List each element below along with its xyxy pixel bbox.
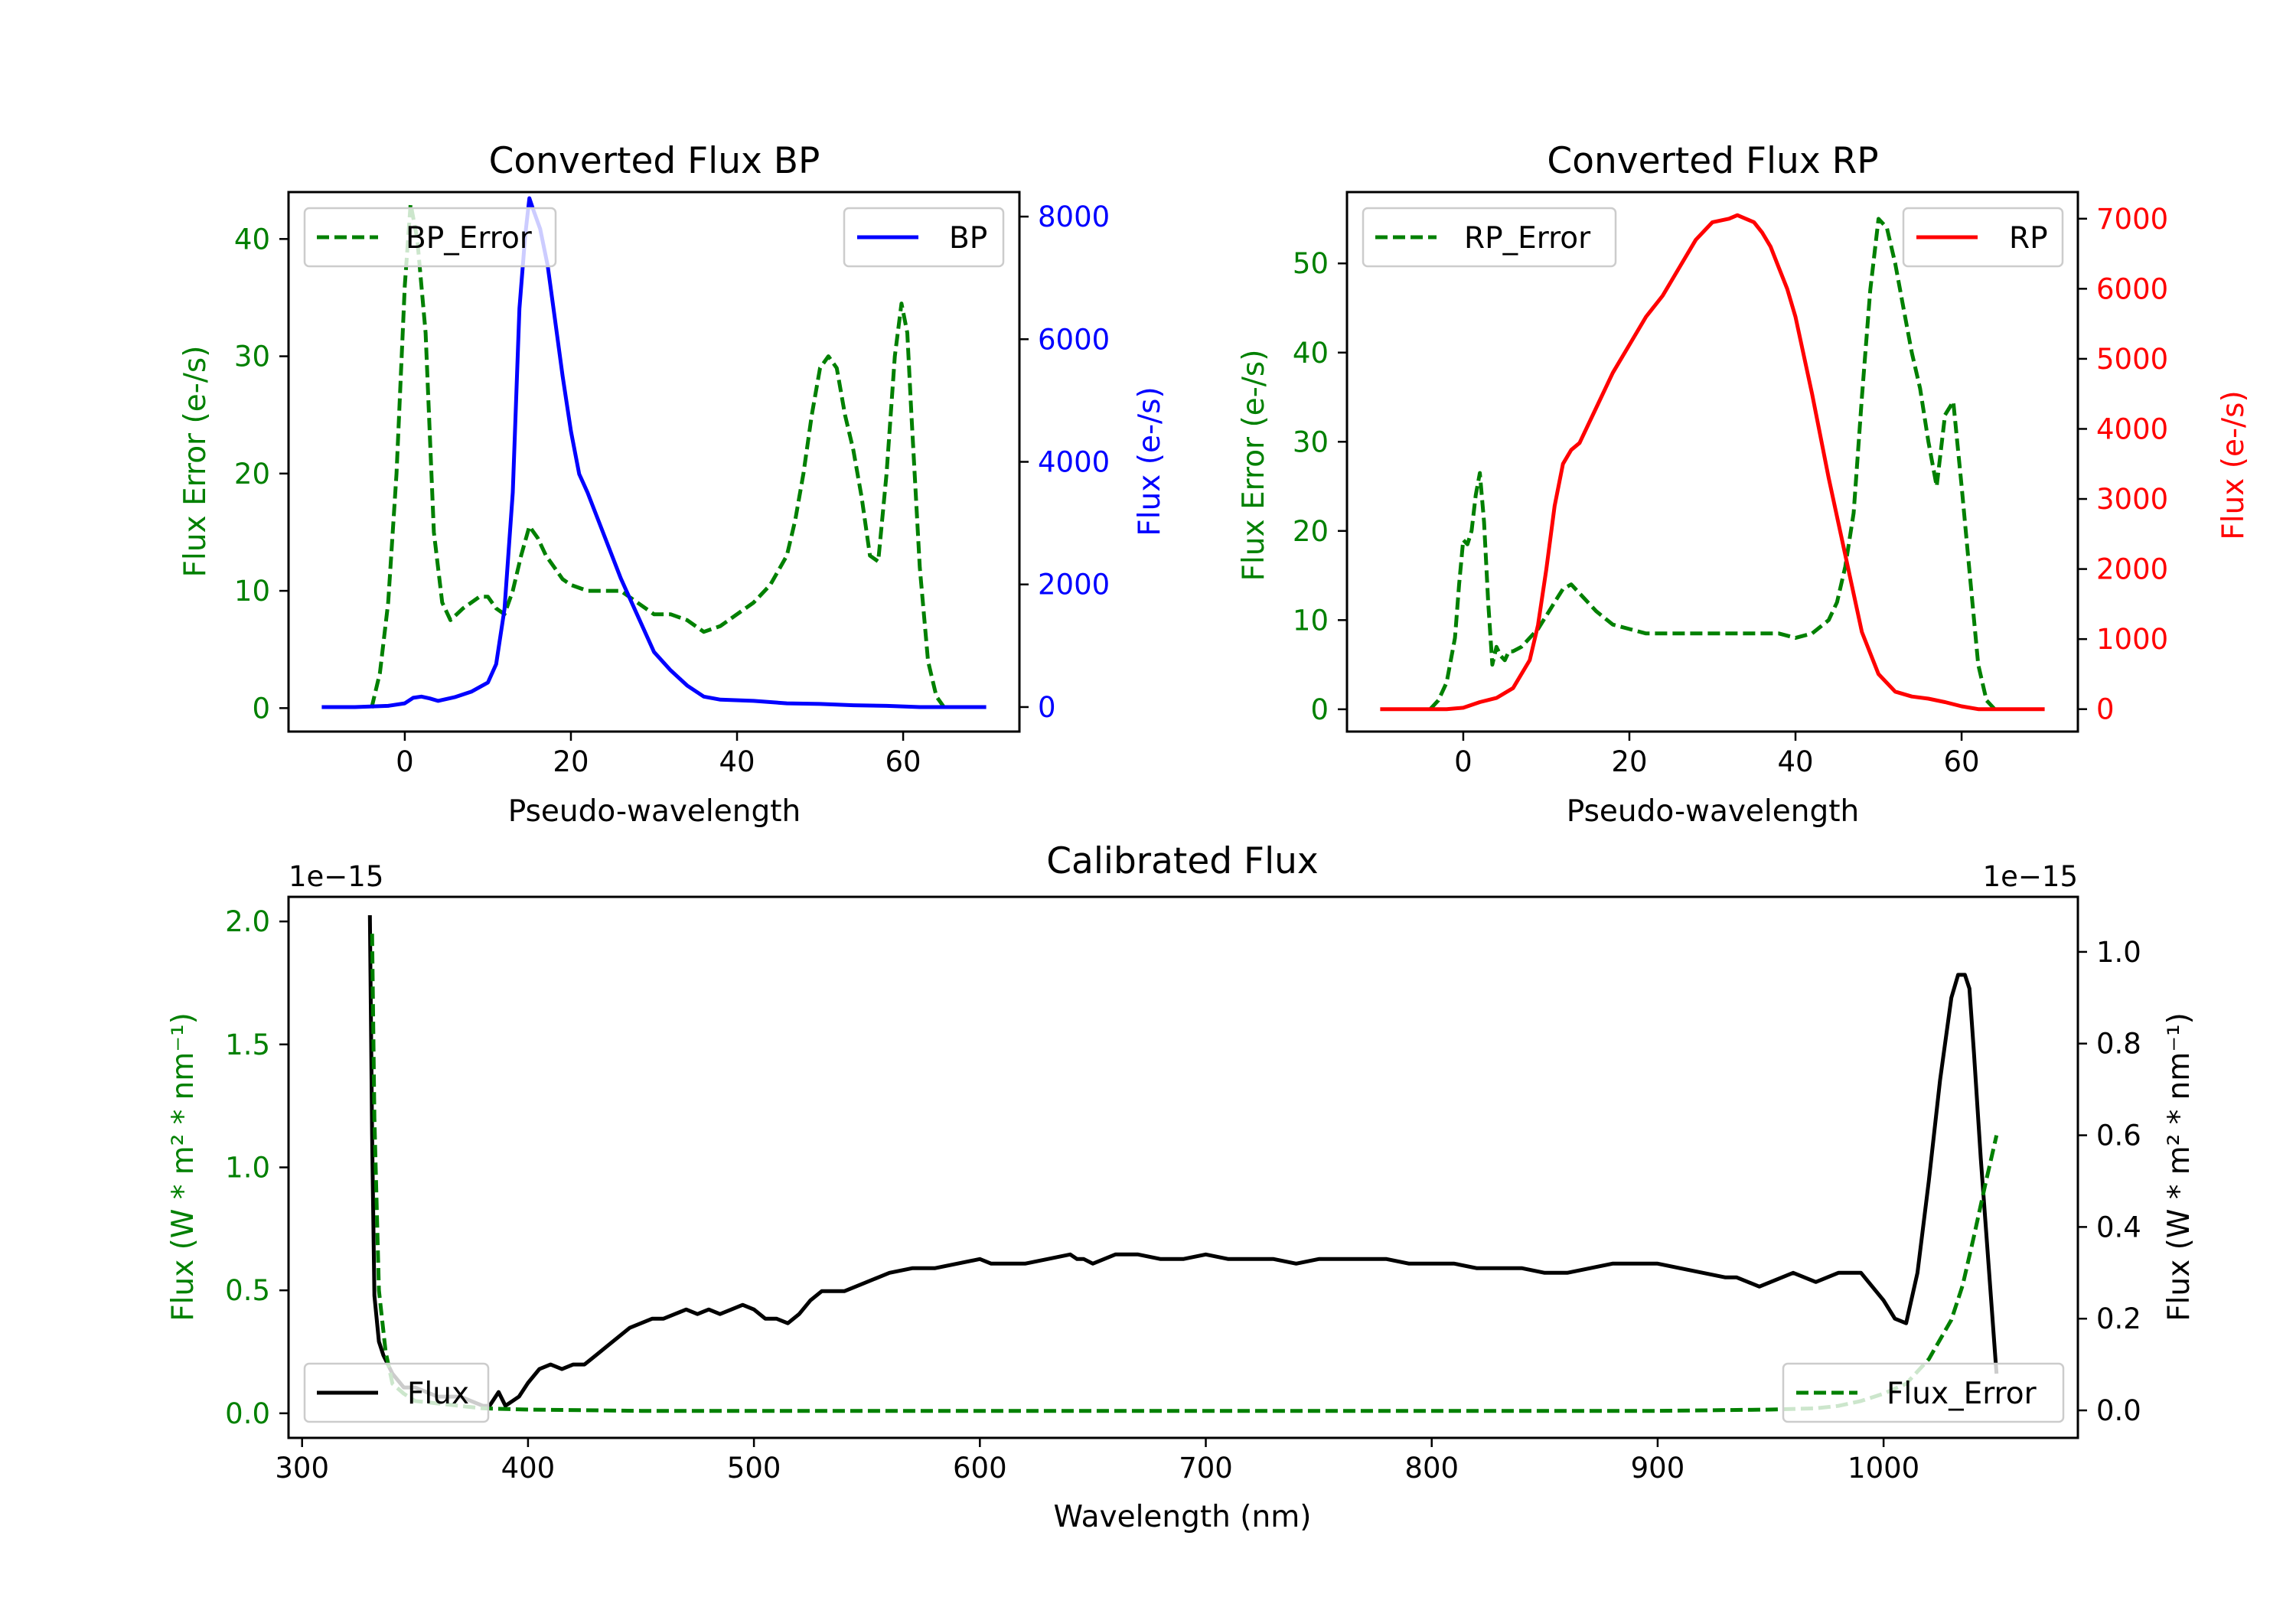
chart-rp-ytick-left-label-1: 10 (1293, 604, 1329, 637)
chart-bp-legend-error: BP_Error (303, 207, 557, 268)
chart-bp-xtick-label-3: 60 (885, 745, 921, 778)
chart-bp-ytick-right-label-1: 2000 (1038, 569, 1110, 601)
chart-rp-legend-error: RP_Error (1362, 207, 1617, 268)
chart-bp-legend-flux-box (843, 207, 1005, 268)
chart-rp-ytick-right-label-0: 0 (2096, 693, 2115, 726)
chart-calibrated-frame (287, 895, 2079, 1439)
chart-bp-series-bp-line (321, 196, 987, 709)
chart-bp: Converted Flux BP 0 20 40 60 0 10 20 30 40 0 2000 4… (178, 140, 1167, 829)
chart-bp-ytick-right-label-3: 6000 (1038, 323, 1110, 356)
chart-calibrated-ytick-left-label-0: 0.0 (225, 1397, 270, 1430)
chart-rp-ytick-left-label-0: 0 (1310, 693, 1329, 726)
chart-rp-legend-error-label: RP_Error (1464, 221, 1591, 256)
chart-calibrated-xtick-label-2: 500 (727, 1452, 781, 1485)
chart-bp-xtick-label-0: 0 (396, 745, 414, 778)
chart-bp-legend-flux: BP (843, 207, 1005, 268)
chart-calibrated-offset-right: 1e−15 (1983, 860, 2078, 893)
chart-rp-series-rp-line (1380, 213, 2045, 712)
chart-rp-legend-flux-box (1902, 207, 2064, 268)
chart-calibrated-xtick-label-1: 400 (501, 1452, 556, 1485)
chart-bp-title: Converted Flux BP (489, 140, 820, 182)
chart-calibrated-legend-flux: Flux (303, 1362, 490, 1423)
chart-rp: Converted Flux RP 0 20 40 60 0 10 20 30 40 50 0 100… (1237, 140, 2251, 829)
chart-rp-ytick-right-label-6: 6000 (2096, 272, 2168, 305)
chart-rp-ytick-right-label-7: 7000 (2096, 203, 2168, 236)
chart-bp-ytick-right-label-0: 0 (1038, 691, 1056, 724)
chart-calibrated-legend-error-box (1782, 1362, 2065, 1423)
chart-bp-ytick-right-label-4: 8000 (1038, 200, 1110, 233)
chart-bp-ytick-right-label-2: 4000 (1038, 446, 1110, 479)
chart-calibrated-plot: 300 400 500 600 700 800 900 1000 0.0 0.5 1.0 1.5 2.0… (225, 905, 2141, 1485)
chart-calibrated-xtick-label-7: 1000 (1848, 1452, 1919, 1485)
chart-rp-xtick-label-1: 20 (1611, 745, 1647, 778)
chart-bp-ytick-left-label-2: 20 (234, 458, 270, 491)
chart-bp-legend-flux-label: BP (949, 221, 987, 256)
chart-rp-ytick-left-label-2: 20 (1293, 515, 1329, 548)
chart-calibrated-xtick-label-4: 700 (1179, 1452, 1233, 1485)
chart-bp-xtick-label-2: 40 (719, 745, 755, 778)
chart-calibrated-xtick-label-0: 300 (275, 1452, 329, 1485)
chart-rp-plot: 0 20 40 60 0 10 20 30 40 50 0 1000 2000 3000 4000 5000 6… (1293, 203, 2168, 778)
chart-bp-frame (287, 191, 1021, 733)
chart-bp-ytick-left-label-1: 10 (234, 575, 270, 608)
chart-rp-ylabel-left: Flux Error (e-/s) (1237, 350, 1271, 582)
chart-calibrated-ytick-right-label-5: 1.0 (2096, 936, 2141, 969)
chart-bp-xtick-label-1: 20 (553, 745, 589, 778)
chart-calibrated-ytick-left-label-2: 1.0 (225, 1152, 270, 1185)
chart-rp-ytick-left-label-3: 30 (1293, 425, 1329, 458)
chart-calibrated-offset-left: 1e−15 (289, 860, 383, 893)
chart-calibrated-series-flux-line (367, 914, 1999, 1408)
chart-rp-legend-flux: RP (1902, 207, 2064, 268)
chart-rp-ytick-right-label-2: 2000 (2096, 553, 2168, 586)
chart-rp-ytick-right-label-4: 4000 (2096, 412, 2168, 445)
chart-rp-xtick-label-0: 0 (1454, 745, 1473, 778)
chart-bp-ytick-left-label-0: 0 (252, 692, 270, 725)
chart-rp-legend-error-box (1362, 207, 1617, 268)
chart-calibrated-ytick-right-label-3: 0.6 (2096, 1120, 2141, 1152)
chart-rp-ytick-left-label-5: 50 (1293, 247, 1329, 280)
chart-rp-series-rp-error-line (1428, 217, 1997, 711)
chart-calibrated-ytick-left-label-1: 0.5 (225, 1274, 270, 1307)
chart-bp-ylabel-left: Flux Error (e-/s) (178, 346, 213, 578)
chart-rp-xtick-label-2: 40 (1777, 745, 1813, 778)
chart-rp-ytick-left-label-4: 40 (1293, 337, 1329, 370)
chart-calibrated-ytick-right-label-2: 0.4 (2096, 1211, 2141, 1244)
chart-bp-ylabel-right: Flux (e-/s) (1133, 386, 1167, 536)
chart-bp-legend-error-box (303, 207, 557, 268)
chart-rp-ytick-right-label-3: 3000 (2096, 483, 2168, 516)
chart-calibrated-xlabel: Wavelength (nm) (1054, 1500, 1312, 1534)
chart-calibrated-ytick-left-label-4: 2.0 (225, 905, 270, 938)
chart-bp-ytick-left-label-4: 40 (234, 223, 270, 256)
chart-rp-ylabel-right: Flux (e-/s) (2216, 390, 2251, 539)
chart-calibrated: Calibrated Flux 1e−15 1e−15 300 400 500 600… (166, 840, 2197, 1534)
chart-calibrated-ytick-right-label-4: 0.8 (2096, 1028, 2141, 1061)
chart-rp-xtick-label-3: 60 (1944, 745, 1980, 778)
chart-calibrated-legend-flux-label: Flux (407, 1377, 469, 1411)
chart-rp-frame (1345, 191, 2079, 733)
chart-calibrated-title: Calibrated Flux (1046, 840, 1319, 882)
chart-rp-title: Converted Flux RP (1547, 140, 1878, 182)
chart-bp-series-bp-error-line (370, 201, 947, 709)
chart-rp-ytick-right-label-5: 5000 (2096, 343, 2168, 376)
chart-calibrated-ytick-left-label-3: 1.5 (225, 1028, 270, 1061)
chart-bp-plot: 0 20 40 60 0 10 20 30 40 0 2000 4000 6000 8000 (234, 196, 1110, 778)
chart-calibrated-xtick-label-3: 600 (953, 1452, 1007, 1485)
chart-bp-xlabel: Pseudo-wavelength (508, 794, 801, 829)
chart-calibrated-legend-error: Flux_Error (1782, 1362, 2065, 1423)
chart-calibrated-legend-error-label: Flux_Error (1887, 1377, 2037, 1411)
chart-rp-xlabel: Pseudo-wavelength (1567, 794, 1859, 829)
chart-calibrated-legend-flux-box (303, 1362, 490, 1423)
chart-calibrated-ylabel-right: Flux (W * m² * nm⁻¹) (2162, 1012, 2197, 1322)
chart-rp-ytick-right-label-1: 1000 (2096, 623, 2168, 656)
chart-calibrated-ytick-right-label-0: 0.0 (2096, 1394, 2141, 1427)
chart-calibrated-ylabel-left: Flux (W * m² * nm⁻¹) (166, 1012, 201, 1322)
chart-calibrated-xtick-label-5: 800 (1404, 1452, 1459, 1485)
chart-rp-legend-flux-label: RP (2009, 221, 2048, 256)
chart-calibrated-xtick-label-6: 900 (1631, 1452, 1685, 1485)
chart-calibrated-ytick-right-label-1: 0.2 (2096, 1302, 2141, 1335)
chart-bp-legend-error-label: BP_Error (406, 221, 533, 256)
chart-bp-ytick-left-label-3: 30 (234, 341, 270, 373)
